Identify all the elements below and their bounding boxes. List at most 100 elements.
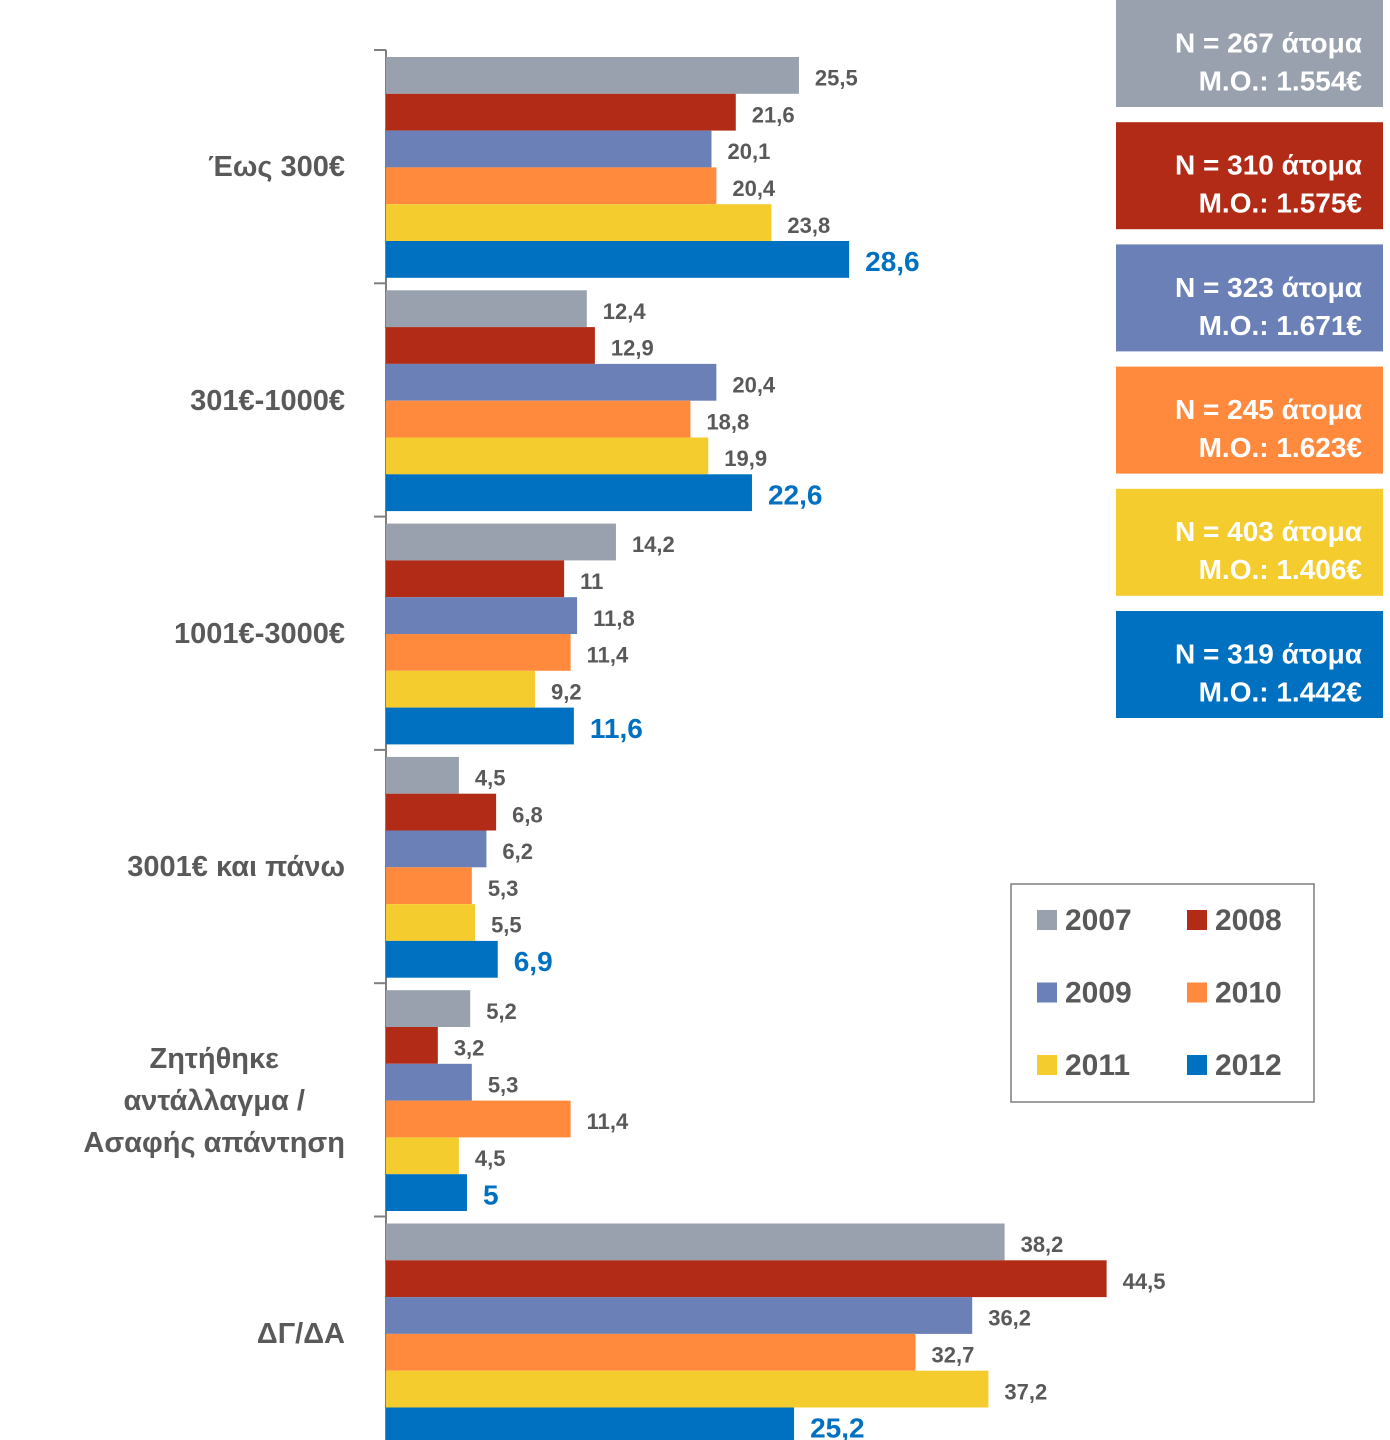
bar	[386, 830, 487, 868]
bar	[386, 1027, 438, 1064]
legend-swatch	[1037, 910, 1057, 930]
bar	[386, 204, 772, 241]
legend-label: 2011	[1065, 1049, 1130, 1082]
bar	[386, 523, 616, 561]
bar	[386, 363, 717, 401]
bar	[386, 57, 799, 94]
bar	[386, 130, 712, 168]
info-text: Μ.Ο.: 1.575€	[1199, 188, 1363, 219]
category-label: 3001€ και πάνω	[127, 851, 345, 884]
value-label: 37,2	[1004, 1379, 1047, 1404]
value-label: 5	[483, 1179, 499, 1210]
bar	[386, 940, 498, 978]
value-label: 20,4	[732, 373, 776, 398]
value-label: 44,5	[1123, 1269, 1166, 1294]
legend-swatch	[1187, 910, 1207, 930]
value-label: 20,4	[732, 176, 776, 201]
category-label: Ζητήθηκε αντάλλαγμα / Ασαφής απάντηση	[83, 1042, 345, 1159]
value-label: 18,8	[706, 409, 749, 434]
info-box	[1116, 366, 1383, 474]
legend-label: 2008	[1215, 904, 1282, 937]
value-label: 23,8	[787, 213, 830, 238]
legend-label: 2012	[1215, 1049, 1282, 1082]
category-label: 1001€-3000€	[174, 618, 345, 650]
value-label: 25,5	[815, 66, 858, 91]
bar	[386, 793, 497, 831]
bar	[386, 670, 535, 708]
info-text: N = 310 άτομα	[1175, 150, 1362, 181]
value-label: 32,7	[932, 1343, 975, 1368]
bar	[386, 167, 717, 205]
legend-label: 2009	[1065, 976, 1132, 1009]
info-box	[1116, 122, 1383, 230]
bar	[386, 241, 850, 278]
info-text: N = 267 άτομα	[1175, 27, 1362, 58]
value-label: 21,6	[752, 102, 795, 127]
value-label: 11	[580, 569, 603, 594]
value-label: 4,5	[475, 766, 506, 791]
info-text: N = 323 άτομα	[1175, 272, 1362, 303]
bar	[386, 1297, 973, 1334]
bar	[386, 327, 595, 364]
value-label: 9,2	[551, 679, 582, 704]
bar	[386, 437, 709, 475]
bar	[386, 1223, 1005, 1261]
value-label: 11,4	[587, 1109, 629, 1134]
bar	[386, 1100, 571, 1138]
value-label: 11,8	[593, 606, 635, 631]
value-label: 6,9	[514, 946, 553, 977]
bar	[386, 1174, 467, 1211]
bar	[386, 707, 574, 745]
value-label: 12,9	[611, 336, 654, 361]
value-label: 19,9	[724, 446, 767, 471]
bar	[386, 1063, 472, 1101]
category-label: 301€-1000€	[190, 384, 345, 417]
value-label: 12,4	[603, 299, 647, 324]
category-label: Έως 300€	[208, 151, 345, 184]
bar	[386, 290, 587, 328]
bar	[386, 560, 565, 598]
info-text: Μ.Ο.: 1.554€	[1199, 65, 1363, 96]
info-text: Μ.Ο.: 1.671€	[1199, 310, 1363, 341]
legend-swatch	[1187, 982, 1207, 1003]
legend-label: 2010	[1215, 976, 1282, 1009]
bar	[386, 597, 578, 634]
bar	[386, 1407, 795, 1440]
bar	[386, 1370, 989, 1408]
legend-swatch	[1187, 1055, 1207, 1075]
info-text: N = 245 άτομα	[1175, 394, 1362, 425]
category-label: ΔΓ/ΔΑ	[256, 1317, 345, 1350]
bar	[386, 1137, 459, 1175]
value-label: 5,2	[486, 999, 517, 1024]
value-label: 3,2	[454, 1036, 485, 1061]
info-text: Μ.Ο.: 1.406€	[1199, 554, 1363, 585]
legend-swatch	[1037, 1055, 1057, 1075]
value-label: 4,5	[475, 1146, 506, 1171]
bar	[386, 867, 472, 905]
legend-box	[1010, 883, 1315, 1103]
bar	[386, 904, 476, 941]
info-box	[1116, 611, 1383, 718]
bar	[386, 400, 691, 438]
value-label: 6,2	[502, 839, 533, 864]
legend-label: 2007	[1065, 904, 1132, 937]
bar	[386, 93, 736, 131]
value-label: 11,4	[587, 643, 629, 668]
value-label: 28,6	[865, 246, 920, 277]
info-box	[1116, 244, 1383, 352]
info-text: N = 403 άτομα	[1175, 516, 1362, 547]
info-box	[1116, 0, 1383, 107]
value-label: 25,2	[810, 1413, 865, 1440]
bar	[386, 474, 752, 512]
value-label: 20,1	[727, 139, 770, 164]
value-label: 14,2	[632, 532, 675, 557]
value-label: 36,2	[988, 1306, 1031, 1331]
value-label: 6,8	[512, 802, 543, 827]
legend-swatch	[1037, 982, 1057, 1003]
value-label: 11,6	[590, 713, 643, 744]
value-label: 38,2	[1021, 1232, 1064, 1257]
bar	[386, 1333, 916, 1371]
bar	[386, 634, 571, 671]
